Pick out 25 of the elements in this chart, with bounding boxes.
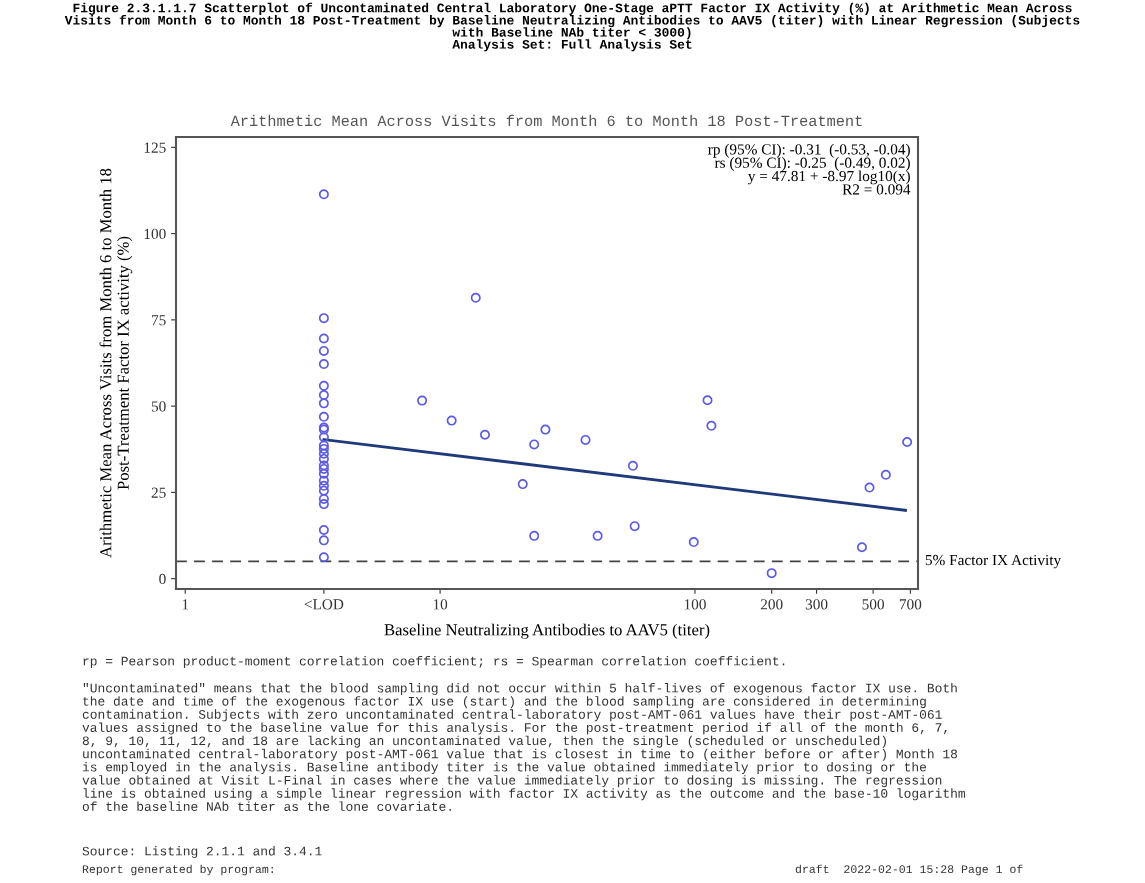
chart-subtitle: Arithmetic Mean Across Visits from Month 6 to Month 18 Post-Treatment [230, 114, 862, 127]
x-tick-label: 300 [805, 599, 828, 610]
ref-line-label: 5% Factor IX Activity [925, 554, 1062, 569]
x-tick-label: 500 [862, 599, 884, 610]
y-tick-label: 125 [144, 142, 166, 153]
text: draft 2022-02-01 15:28 Page 1 of [795, 864, 1023, 876]
y-tick-label: 25 [151, 487, 166, 498]
y-tick-label: 75 [152, 315, 166, 326]
y-tick-label: 50 [151, 401, 166, 412]
y-tick-label: 0 [159, 573, 166, 585]
x-tick-label: <LOD [304, 599, 344, 610]
x-tick-label: 200 [760, 599, 783, 610]
y-tick-label: 100 [144, 228, 166, 240]
y-axis-title: Arithmetic Mean Across Visits from Month 6 to Month 18 Post-Treatment Factor IX activity (%) [99, 168, 133, 558]
text: "Uncontaminated" means that the blood sampling did not occur within 5 half-lives of exogenous factor IX use. Both the date and time of the exogenous factor IX use (start) and the blood sampling are considered in determining contamination. Subjects with zero uncontaminated central-laboratory post-AMT-061 values have their post-AMT-061 values assigned to the baseline value for this analysis. For the post-treatment period if all of the month 6, 7, 8, 9, 10, 11, 12, and 18 are lacking an uncontaminated value, then the single (scheduled or unscheduled) uncontaminated central-laboratory post-AMT-061 value that is closest in time to (either before or after) Month 18 is employed in the analysis. Baseline antibody titer is the value obtained immediately prior to dosing or the value obtained at Visit L-Final in cases where the value immediately prior to dosing is missing. The regression line is obtained using a simple linear regression with factor IX activity as the outcome and the base-10 logarithm of the baseline NAb titer as the lone covariate. [82, 683, 965, 811]
x-tick-label: 700 [899, 599, 922, 610]
x-tick-label: 100 [684, 599, 706, 610]
chart-title: Figure 2.3.1.1.7 Scatterplot of Uncontaminated Central Laboratory One-Stage aPTT Factor IX Activity (%) at Arithmetic Mean Across Visits from Month 6 to Month 18 Post-Treatment by Baseline Neutralizing Antibodies to AAV5 (titer) with Linear Regression (Subjects with Baseline NAb titer < 3000) Analysis Set: Full Analysis Set [64, 2, 1080, 52]
text: rp = Pearson product-moment correlation coefficient; rs = Spearman correlation coefficient. [83, 655, 785, 669]
x-tick-label: 1 [182, 599, 189, 610]
text: Report generated by program: [82, 864, 273, 876]
source-note: Source: Listing 2.1.1 and 3.4.1 [82, 845, 322, 859]
x-axis-title: Baseline Neutralizing Antibodies to AAV5 (titer) [384, 623, 710, 639]
annotation: rp (95% CI): -0.31 (-0.53, -0.04) rs (95% CI): -0.25 (-0.49, 0.02) y = 47.81 + -8.97 log10(x) R2 = 0.094 [708, 143, 911, 195]
x-tick-label: 10 [433, 599, 448, 610]
